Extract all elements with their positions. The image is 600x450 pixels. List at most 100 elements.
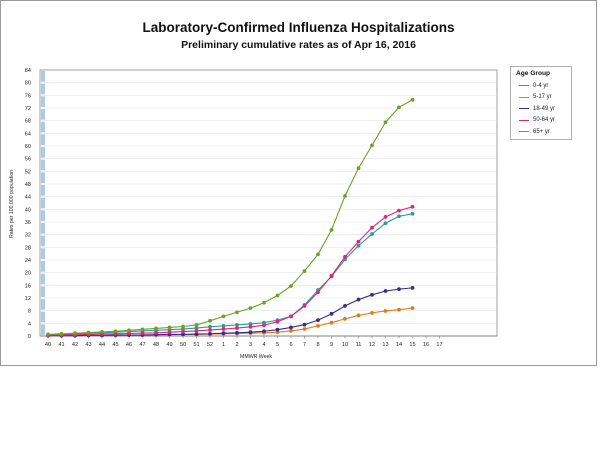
series-group — [46, 97, 415, 338]
legend-item: 65+ yr — [519, 126, 571, 138]
x-tick-label: 10 — [342, 342, 348, 348]
data-point — [302, 327, 307, 331]
data-point — [248, 306, 253, 311]
data-point — [356, 239, 361, 244]
data-point — [127, 328, 131, 333]
series-line-2 — [48, 287, 413, 337]
plot-area — [39, 69, 498, 337]
data-point — [167, 330, 172, 335]
y-scale-block — [41, 185, 45, 196]
x-tick-label: 40 — [45, 342, 51, 348]
y-scale-block — [41, 223, 45, 234]
data-point — [248, 330, 253, 335]
x-axis-label: MMWR Week — [240, 354, 272, 360]
y-tick-label: 52 — [25, 169, 31, 175]
data-point — [370, 143, 374, 148]
y-tick-label: 36 — [25, 220, 31, 226]
data-point — [289, 325, 293, 330]
y-tick-label: 4 — [28, 321, 31, 327]
legend-item: 50-64 yr — [519, 115, 571, 127]
x-tick-label: 1 — [222, 342, 225, 348]
x-tick-label: 16 — [423, 342, 429, 348]
data-point — [235, 323, 239, 327]
y-scale-block — [41, 159, 45, 171]
data-point — [235, 310, 239, 315]
data-point — [383, 309, 388, 313]
y-scale-block — [41, 83, 45, 95]
y-tick-label: 32 — [25, 233, 31, 239]
data-point — [154, 326, 158, 331]
series-line-3 — [47, 206, 413, 336]
legend-swatch — [519, 85, 529, 87]
legend-label: 5-17 yr — [533, 94, 552, 101]
data-point — [397, 208, 401, 213]
y-tick-label: 28 — [25, 245, 31, 251]
data-point — [356, 297, 361, 302]
x-tick-label: 13 — [382, 342, 388, 348]
legend-label: 65+ yr — [533, 128, 550, 135]
data-point — [370, 292, 374, 297]
data-point — [316, 323, 320, 328]
x-tick-label: 5 — [276, 342, 279, 348]
y-scale-block — [41, 261, 45, 272]
y-scale-block — [41, 235, 45, 247]
data-point — [383, 289, 388, 293]
data-point — [410, 285, 415, 290]
data-point — [397, 287, 401, 292]
data-point — [370, 310, 374, 315]
data-point — [248, 322, 253, 326]
legend: Age Group 0-4 yr 5-17 yr 18-49 yr 50-64 yr 6… — [510, 66, 572, 140]
y-tick-label: 0 — [28, 334, 31, 340]
y-tick-label: 64 — [25, 131, 31, 137]
x-tick-label: 14 — [396, 342, 402, 348]
legend-label: 18-49 yr — [533, 105, 556, 112]
data-point — [194, 332, 199, 336]
y-tick-label: 56 — [25, 157, 31, 163]
y-scale-block — [41, 134, 45, 145]
data-point — [410, 211, 415, 216]
x-tick-label: 15 — [409, 342, 415, 348]
y-tick-label: 80 — [25, 81, 31, 87]
data-point — [397, 214, 401, 219]
data-point — [262, 323, 266, 328]
data-point — [181, 332, 185, 337]
x-tick-label: 6 — [289, 342, 292, 348]
data-point — [302, 269, 307, 273]
data-point — [356, 313, 361, 318]
x-tick-label: 47 — [139, 342, 145, 348]
data-point — [262, 300, 266, 305]
y-scale-block — [41, 311, 45, 323]
data-point — [181, 324, 185, 329]
legend-item: 0-4 yr — [519, 80, 571, 92]
legend-swatch — [519, 108, 529, 110]
data-point — [221, 327, 226, 331]
data-point — [235, 330, 239, 335]
x-tick-label: 45 — [112, 342, 118, 348]
data-point — [356, 243, 361, 248]
x-tick-label: 12 — [369, 342, 375, 348]
data-point — [235, 326, 239, 330]
series-line-4 — [47, 99, 413, 335]
y-scale-block — [41, 121, 45, 133]
data-point — [343, 254, 347, 259]
x-tick-label: 41 — [58, 342, 64, 348]
data-point — [221, 314, 226, 319]
y-tick-label: 68 — [25, 119, 31, 125]
y-scale-block — [41, 197, 45, 209]
x-tick-label: 49 — [166, 342, 172, 348]
chart-subtitle: Preliminary cumulative rates as of Apr 1… — [181, 39, 416, 51]
data-point — [167, 325, 172, 330]
x-tick-label: 44 — [99, 342, 105, 348]
data-point — [329, 311, 334, 316]
x-tick-label: 8 — [316, 342, 319, 348]
y-tick-label: 44 — [25, 195, 31, 201]
y-tick-label: 24 — [25, 258, 31, 264]
x-tick-label: 42 — [72, 342, 78, 348]
data-point — [248, 324, 253, 329]
data-point — [208, 331, 212, 336]
x-tick-label: 2 — [235, 342, 238, 348]
data-point — [181, 329, 185, 334]
data-point — [410, 97, 415, 102]
x-axis: 40 41 42 43 44 45 46 47 48 49 50 51 52 1 2 3 4 5 6 7 8 9 10 11 1… — [40, 335, 497, 348]
legend-label: 50-64 yr — [533, 117, 556, 124]
